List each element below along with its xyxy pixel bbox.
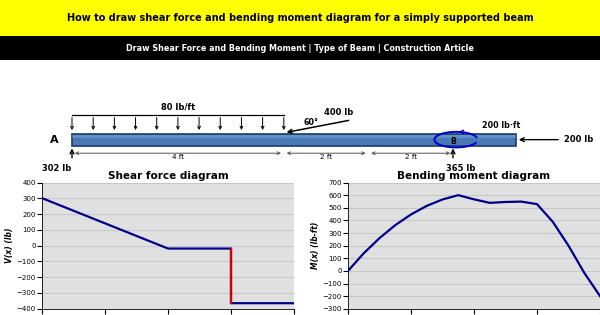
Text: 2 ft: 2 ft [404,154,417,160]
Text: 200 lb·ft: 200 lb·ft [482,121,520,130]
Polygon shape [72,135,516,138]
Text: Draw Shear Force and Bending Moment | Type of Beam | Construction Article: Draw Shear Force and Bending Moment | Ty… [126,43,474,53]
Y-axis label: V(x) (lb): V(x) (lb) [5,228,14,263]
Text: 60°: 60° [303,118,318,127]
Text: 4 ft: 4 ft [172,154,184,160]
Title: Shear force diagram: Shear force diagram [107,170,229,180]
Polygon shape [72,134,516,146]
Y-axis label: M(x) (lb-ft): M(x) (lb-ft) [311,222,320,269]
Text: B: B [450,137,456,146]
Text: 200 lb: 200 lb [564,135,593,144]
Text: A: A [50,135,59,145]
Text: 365 lb: 365 lb [446,164,475,173]
Title: Bending moment diagram: Bending moment diagram [397,170,551,180]
Text: How to draw shear force and bending moment diagram for a simply supported beam: How to draw shear force and bending mome… [67,13,533,23]
Text: 80 lb/ft: 80 lb/ft [161,102,195,111]
Text: 400 lb: 400 lb [323,108,353,117]
Text: 2 ft: 2 ft [320,154,332,160]
Text: 302 lb: 302 lb [43,164,71,173]
